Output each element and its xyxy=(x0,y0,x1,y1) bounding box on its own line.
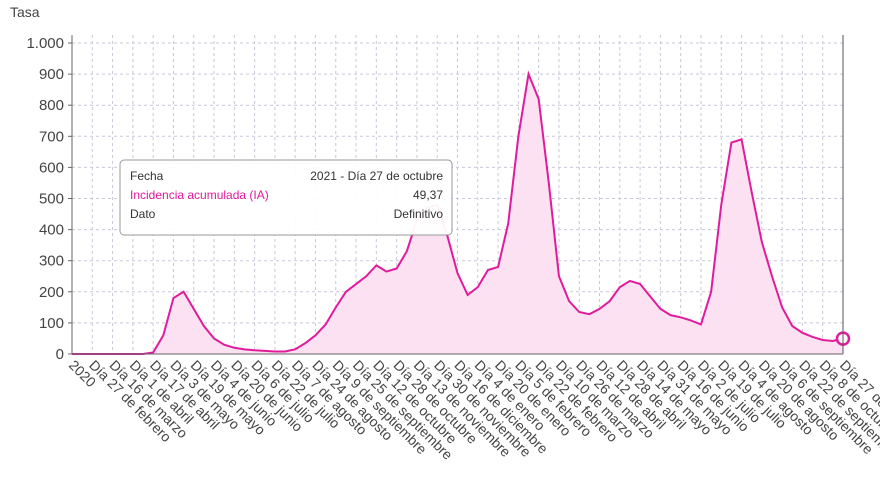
y-tick-label: 100 xyxy=(39,315,64,332)
tooltip-label: Fecha xyxy=(130,169,164,183)
tooltip-value: 49,37 xyxy=(413,188,443,202)
y-tick-label: 600 xyxy=(39,159,64,176)
tooltip-value: 2021 - Día 27 de octubre xyxy=(310,169,443,183)
y-tick-label: 500 xyxy=(39,191,64,208)
area xyxy=(72,74,843,354)
line xyxy=(72,70,844,355)
tooltip-value: Definitivo xyxy=(394,207,444,221)
y-tick-label: 400 xyxy=(39,222,64,239)
y-axis-title: Tasa xyxy=(10,4,40,20)
tooltip-label: Incidencia acumulada (IA) xyxy=(130,188,269,202)
tooltip-box xyxy=(119,159,453,236)
y-tick-label: 900 xyxy=(39,66,64,83)
y-tick-label: 800 xyxy=(39,97,64,114)
y-tick-label: 200 xyxy=(39,284,64,301)
y-tick-label: 700 xyxy=(39,128,64,145)
tooltip-label: Dato xyxy=(130,207,156,221)
y-tick-label: 0 xyxy=(56,346,64,363)
y-tick-label: 1.000 xyxy=(26,35,64,52)
y-tick-label: 300 xyxy=(39,253,64,270)
tooltip: Fecha 2021 - Día 27 de octubre Incidenci… xyxy=(119,159,453,236)
